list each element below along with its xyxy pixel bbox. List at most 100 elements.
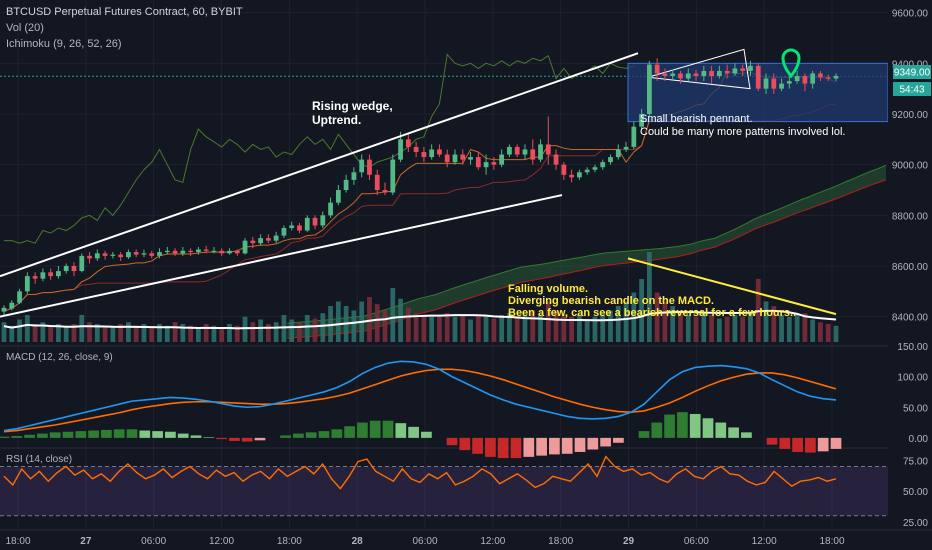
candle-body bbox=[507, 146, 512, 155]
macd-histogram-bar bbox=[305, 432, 317, 438]
macd-histogram-bar bbox=[280, 435, 291, 438]
macd-histogram-bar bbox=[177, 433, 189, 438]
macd-histogram-bar bbox=[62, 431, 74, 438]
macd-histogram-bar bbox=[497, 437, 509, 459]
macd-histogram-bar bbox=[728, 427, 739, 438]
macd-histogram-bar bbox=[318, 431, 330, 438]
volume-bar bbox=[133, 325, 139, 342]
volume-bar bbox=[468, 319, 473, 342]
macd-histogram-bar bbox=[421, 431, 432, 438]
volume-bar bbox=[553, 310, 559, 342]
macd-histogram-bar bbox=[101, 429, 112, 438]
candle-body bbox=[320, 215, 326, 226]
macd-histogram-bar bbox=[817, 437, 829, 452]
volume-bar bbox=[452, 316, 458, 342]
volume-bar bbox=[786, 316, 792, 342]
candle-body bbox=[63, 266, 69, 272]
candle-body bbox=[94, 253, 100, 259]
candle-body bbox=[203, 249, 209, 251]
price-tick-label: 8400.00 bbox=[892, 313, 929, 324]
candle-body bbox=[608, 157, 613, 163]
volume-bar bbox=[56, 324, 61, 342]
volume-bar bbox=[79, 315, 85, 342]
candle-body bbox=[825, 77, 831, 79]
macd-tick-label: 100.00 bbox=[897, 373, 928, 384]
macd-histogram-bar bbox=[11, 436, 23, 438]
macd-histogram-bar bbox=[446, 437, 458, 446]
macd-histogram-bar bbox=[382, 420, 394, 438]
volume-bar bbox=[584, 319, 590, 342]
annotation-pennant-line1: Small bearish pennant. bbox=[640, 113, 753, 125]
annotation-wedge-line1: Rising wedge, bbox=[312, 99, 393, 113]
ichimoku-indicator-label[interactable]: Ichimoku (9, 26, 52, 26) bbox=[6, 38, 122, 50]
macd-signal-line bbox=[3, 368, 837, 433]
location-pin-icon[interactable] bbox=[781, 48, 801, 79]
volume-bar bbox=[102, 325, 108, 342]
volume-bar bbox=[491, 318, 497, 342]
candle-body bbox=[514, 146, 520, 155]
candle-body bbox=[654, 64, 660, 74]
volume-bar bbox=[709, 315, 714, 342]
candle-body bbox=[716, 70, 722, 76]
volume-bar bbox=[250, 322, 256, 342]
macd-histogram-bar bbox=[0, 436, 10, 438]
volume-bar bbox=[164, 325, 170, 342]
macd-histogram-bar bbox=[702, 418, 714, 438]
macd-histogram-bar bbox=[331, 429, 343, 438]
macd-tick-label: 0.00 bbox=[909, 434, 929, 445]
time-tick-label: 06:00 bbox=[141, 536, 166, 547]
macd-histogram-bar bbox=[741, 432, 752, 438]
volume-indicator-label[interactable]: Vol (20) bbox=[6, 22, 44, 34]
candle-body bbox=[810, 73, 816, 84]
candle-body bbox=[724, 70, 730, 74]
candle-body bbox=[561, 164, 567, 175]
macd-histogram-bar bbox=[651, 422, 663, 438]
time-tick-label: 06:00 bbox=[412, 536, 437, 547]
candle-body bbox=[460, 154, 466, 160]
candle-body bbox=[149, 253, 155, 256]
candle-body bbox=[662, 73, 668, 76]
volume-bar bbox=[577, 315, 582, 342]
candle-body bbox=[180, 250, 186, 254]
volume-bar bbox=[405, 307, 411, 342]
bar-countdown-badge: 54:43 bbox=[893, 82, 931, 96]
candle-body bbox=[740, 68, 746, 71]
candle-body bbox=[755, 65, 761, 89]
candle-body bbox=[211, 250, 217, 252]
volume-bar bbox=[172, 322, 178, 342]
cloud-fill bbox=[287, 165, 887, 339]
candle-body bbox=[273, 235, 279, 241]
rsi-panel bbox=[0, 455, 888, 517]
candle-body bbox=[87, 255, 92, 259]
candle-body bbox=[639, 114, 644, 127]
candle-body bbox=[335, 190, 341, 203]
volume-bar bbox=[600, 315, 606, 342]
candle-body bbox=[374, 174, 380, 190]
macd-histogram-bar bbox=[88, 430, 99, 438]
volume-bar bbox=[234, 325, 240, 342]
macd-histogram-bar bbox=[241, 437, 253, 442]
macd-histogram-bar bbox=[229, 437, 240, 441]
macd-tick-label: 50.00 bbox=[903, 403, 928, 414]
macd-histogram-bar bbox=[638, 431, 650, 438]
candle-body bbox=[242, 240, 248, 254]
candle-body bbox=[297, 225, 302, 231]
candle-body bbox=[732, 68, 738, 74]
volume-bar bbox=[110, 327, 116, 342]
macd-histogram-bar bbox=[792, 437, 803, 452]
volume-bar bbox=[646, 252, 652, 342]
macd-title[interactable]: MACD (12, 26, close, 9) bbox=[6, 352, 113, 363]
macd-histogram-bar bbox=[37, 433, 48, 438]
macd-histogram-bar bbox=[357, 422, 368, 438]
rsi-tick-label: 50.00 bbox=[903, 487, 928, 498]
candle-body bbox=[126, 252, 131, 258]
candle-body bbox=[685, 73, 691, 79]
macd-histogram-bar bbox=[510, 437, 522, 459]
candle-body bbox=[367, 159, 372, 175]
trendline-drawings[interactable] bbox=[0, 52, 837, 318]
rsi-title[interactable]: RSI (14, close) bbox=[6, 454, 72, 465]
macd-histogram-bar bbox=[190, 435, 202, 438]
candle-body bbox=[522, 149, 528, 155]
volume-bar bbox=[335, 301, 341, 342]
